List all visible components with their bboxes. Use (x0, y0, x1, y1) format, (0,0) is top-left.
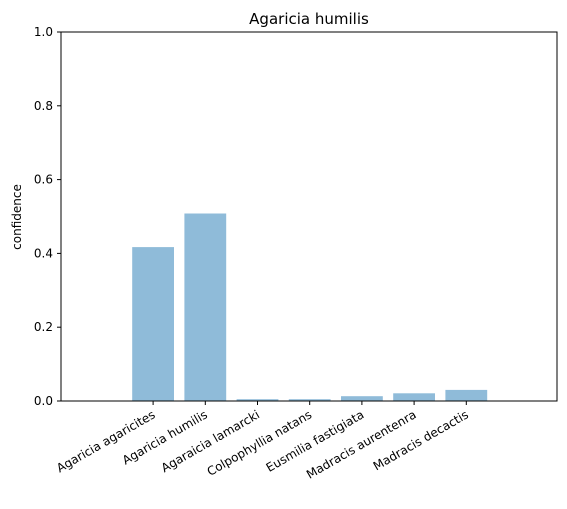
y-tick-label: 0.4 (34, 246, 53, 260)
bar (184, 213, 227, 401)
y-tick-label: 0.8 (34, 99, 53, 113)
bar (132, 247, 174, 401)
bar (445, 389, 488, 401)
x-tick-label: Madracis decactis (371, 407, 471, 473)
bar (236, 399, 279, 401)
bars-layer (132, 213, 488, 401)
bar (393, 393, 435, 401)
chart-title: Agaricia humilis (249, 10, 369, 28)
bar (288, 399, 331, 401)
x-tick-label: Agaricia agaricites (54, 407, 157, 475)
y-tick-label: 1.0 (34, 25, 53, 39)
y-axis-ticks: 0.0 0.2 0.4 0.6 0.8 1.0 (34, 25, 61, 408)
bar (341, 396, 383, 401)
y-tick-label: 0.2 (34, 320, 53, 334)
y-tick-label: 0.0 (34, 394, 53, 408)
y-axis-label: confidence (10, 184, 24, 250)
plot-frame (60, 31, 558, 402)
y-tick-label: 0.6 (34, 173, 53, 187)
